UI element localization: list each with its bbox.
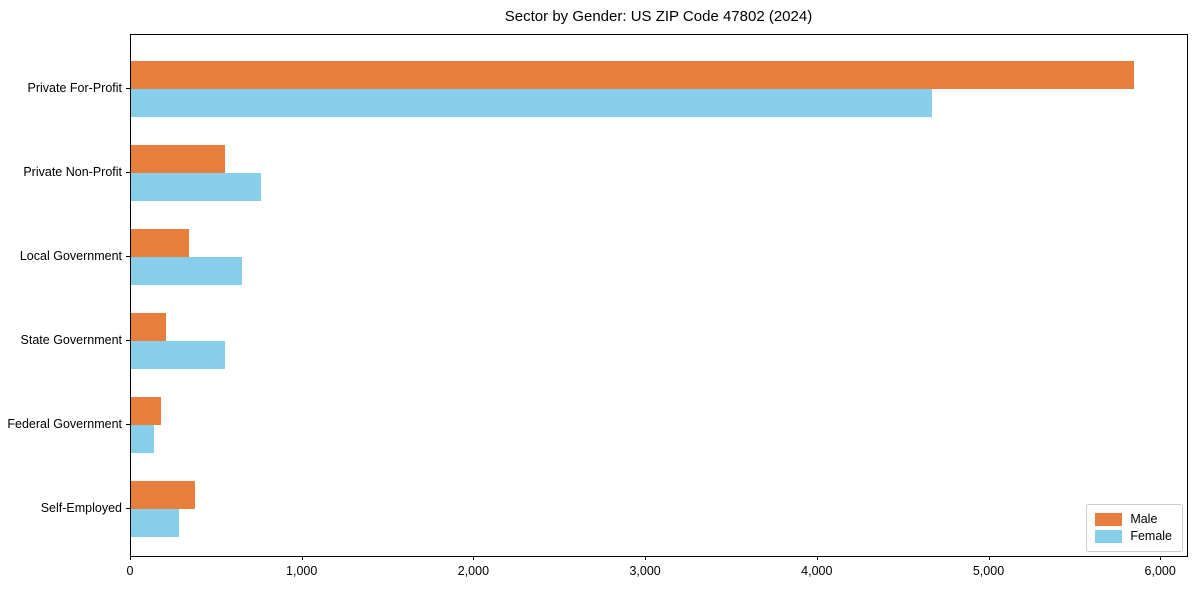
- bar-male-local-government: [131, 229, 189, 257]
- x-axis-label-2-000: 2,000: [457, 564, 490, 578]
- x-tick-mark: [1160, 556, 1162, 560]
- bar-male-state-government: [131, 313, 167, 341]
- y-axis-label-private-for-profit: Private For-Profit: [27, 81, 122, 95]
- x-axis-label-0: 0: [126, 564, 134, 578]
- legend-swatch-male: [1095, 513, 1123, 526]
- bar-female-private-for-profit: [131, 89, 932, 117]
- bar-female-self-employed: [131, 509, 180, 537]
- y-tick-mark: [126, 172, 130, 173]
- legend-label-female: Female: [1130, 529, 1172, 543]
- x-axis-label-5-000: 5,000: [972, 564, 1005, 578]
- x-tick-mark: [130, 556, 131, 560]
- bar-female-private-non-profit: [131, 173, 261, 201]
- y-axis-label-private-non-profit: Private Non-Profit: [23, 165, 122, 179]
- x-tick-mark: [988, 556, 990, 560]
- x-axis-label-4-000: 4,000: [801, 564, 833, 578]
- bar-female-local-government: [131, 257, 242, 285]
- y-axis-label-self-employed: Self-Employed: [40, 501, 122, 515]
- bar-male-private-non-profit: [131, 145, 225, 173]
- bar-male-self-employed: [131, 481, 195, 509]
- x-tick-mark: [816, 556, 818, 560]
- y-tick-mark: [126, 508, 130, 509]
- x-tick-mark: [645, 556, 647, 560]
- bar-female-state-government: [131, 341, 225, 369]
- x-axis-label-1-000: 1,000: [286, 564, 318, 578]
- x-tick-mark: [473, 556, 475, 560]
- legend-item-female: Female: [1095, 528, 1172, 545]
- bar-male-private-for-profit: [131, 61, 1134, 89]
- y-tick-mark: [126, 340, 130, 341]
- y-tick-mark: [126, 424, 130, 425]
- legend-label-male: Male: [1130, 512, 1158, 526]
- y-axis-label-federal-government: Federal Government: [7, 417, 122, 431]
- legend-item-male: Male: [1095, 511, 1172, 528]
- y-axis-label-state-government: State Government: [20, 333, 122, 347]
- bar-male-federal-government: [131, 397, 161, 425]
- x-tick-mark: [301, 556, 303, 560]
- chart-title: Sector by Gender: US ZIP Code 47802 (202…: [504, 8, 813, 25]
- y-tick-mark: [126, 88, 130, 89]
- legend-swatch-female: [1095, 530, 1123, 543]
- y-tick-mark: [126, 256, 130, 257]
- x-axis-label-6-000: 6,000: [1144, 564, 1176, 578]
- y-axis-label-local-government: Local Government: [19, 249, 122, 263]
- bar-female-federal-government: [131, 425, 155, 453]
- plot-area: Male Female: [130, 34, 1188, 557]
- x-axis-label-3-000: 3,000: [629, 564, 661, 578]
- legend: Male Female: [1086, 504, 1183, 552]
